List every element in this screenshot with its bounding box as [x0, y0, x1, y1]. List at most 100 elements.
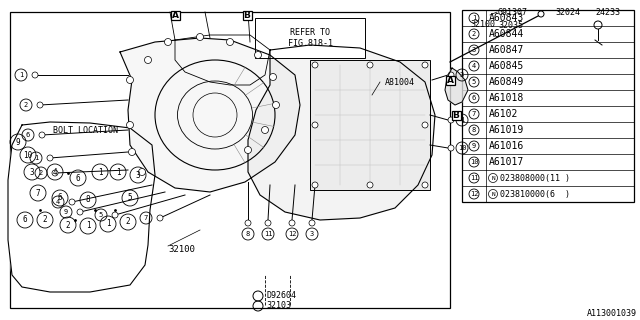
Circle shape [164, 38, 172, 45]
Circle shape [448, 72, 454, 78]
Circle shape [312, 182, 318, 188]
Text: 4: 4 [472, 63, 476, 69]
Text: G91307: G91307 [498, 7, 528, 17]
Circle shape [245, 220, 251, 226]
Text: A60843: A60843 [489, 13, 524, 23]
Text: 32100: 32100 [470, 20, 495, 28]
Text: 9: 9 [64, 209, 68, 215]
Circle shape [448, 117, 454, 123]
Circle shape [269, 74, 276, 81]
Text: 3: 3 [29, 167, 35, 177]
Bar [255, 18, 365, 58]
Text: A: A [447, 76, 454, 84]
Text: 2: 2 [125, 218, 131, 227]
Bar [445, 76, 454, 84]
Text: 1: 1 [86, 221, 90, 230]
Circle shape [138, 169, 145, 175]
Circle shape [367, 182, 373, 188]
Circle shape [367, 62, 373, 68]
Circle shape [196, 34, 204, 41]
Text: 2: 2 [66, 220, 70, 229]
Bar [10, 12, 450, 308]
Circle shape [227, 38, 234, 45]
Text: N: N [491, 175, 495, 180]
Text: 8: 8 [86, 196, 90, 204]
Text: 9: 9 [472, 143, 476, 149]
Text: B: B [244, 11, 250, 20]
Text: 12: 12 [470, 191, 478, 197]
Circle shape [52, 170, 58, 176]
Text: 7: 7 [144, 215, 148, 221]
Polygon shape [445, 68, 468, 105]
Polygon shape [248, 45, 435, 220]
Text: 023810000(6  ): 023810000(6 ) [500, 189, 570, 198]
Circle shape [129, 148, 136, 156]
Text: 5: 5 [99, 212, 103, 218]
Circle shape [112, 212, 118, 218]
Text: A81004: A81004 [385, 77, 415, 86]
Text: 10: 10 [24, 150, 33, 159]
Polygon shape [120, 38, 300, 192]
Text: 1: 1 [472, 15, 476, 21]
Text: D92604: D92604 [266, 292, 296, 300]
Text: 32035: 32035 [498, 20, 523, 29]
Bar [462, 10, 634, 202]
Text: 2: 2 [24, 102, 28, 108]
Bar [170, 11, 179, 20]
Text: A60849: A60849 [489, 77, 524, 87]
Text: 023808000(11 ): 023808000(11 ) [500, 173, 570, 182]
Circle shape [244, 147, 252, 154]
Text: 6: 6 [76, 173, 80, 182]
Text: 6: 6 [26, 132, 30, 138]
Circle shape [69, 199, 75, 205]
Circle shape [312, 122, 318, 128]
Circle shape [262, 126, 269, 133]
Text: REFER TO
FIG.818-1: REFER TO FIG.818-1 [287, 28, 333, 48]
Text: A61017: A61017 [489, 157, 524, 167]
Circle shape [145, 57, 152, 63]
Circle shape [273, 101, 280, 108]
Text: 4: 4 [56, 199, 60, 205]
Text: 1: 1 [98, 167, 102, 177]
Text: B: B [452, 110, 460, 119]
Text: 1: 1 [106, 220, 110, 228]
Text: 10: 10 [470, 159, 478, 165]
Text: A60844: A60844 [489, 29, 524, 39]
Text: A60847: A60847 [489, 45, 524, 55]
Text: A61016: A61016 [489, 141, 524, 151]
Circle shape [255, 52, 262, 59]
Circle shape [127, 122, 134, 129]
Circle shape [47, 155, 53, 161]
Text: 6: 6 [472, 95, 476, 101]
Text: 6: 6 [22, 215, 28, 225]
Text: 3: 3 [460, 72, 464, 78]
Text: A61018: A61018 [489, 93, 524, 103]
Circle shape [265, 220, 271, 226]
Text: A6102: A6102 [489, 109, 518, 119]
Text: 5: 5 [472, 79, 476, 85]
Text: N: N [491, 191, 495, 196]
Circle shape [538, 11, 544, 17]
Text: 32024: 32024 [555, 7, 580, 17]
Circle shape [157, 215, 163, 221]
Text: 1: 1 [116, 167, 120, 177]
Text: 9: 9 [16, 138, 20, 147]
Text: 1: 1 [460, 117, 464, 123]
Text: 32100: 32100 [168, 245, 195, 254]
Text: A61019: A61019 [489, 125, 524, 135]
Circle shape [422, 122, 428, 128]
Bar [451, 110, 461, 119]
Bar [243, 11, 252, 20]
Text: 1: 1 [19, 72, 23, 78]
Text: 6: 6 [58, 194, 62, 203]
Text: 2: 2 [39, 170, 43, 176]
Bar [310, 60, 430, 190]
Circle shape [312, 62, 318, 68]
Text: 4: 4 [52, 167, 58, 177]
Text: 24233: 24233 [595, 7, 620, 17]
Text: BOLT LOCATION: BOLT LOCATION [52, 125, 118, 134]
Text: A60845: A60845 [489, 61, 524, 71]
Text: 7: 7 [36, 188, 40, 197]
Text: A113001039: A113001039 [587, 309, 637, 318]
Text: 1: 1 [34, 155, 38, 161]
